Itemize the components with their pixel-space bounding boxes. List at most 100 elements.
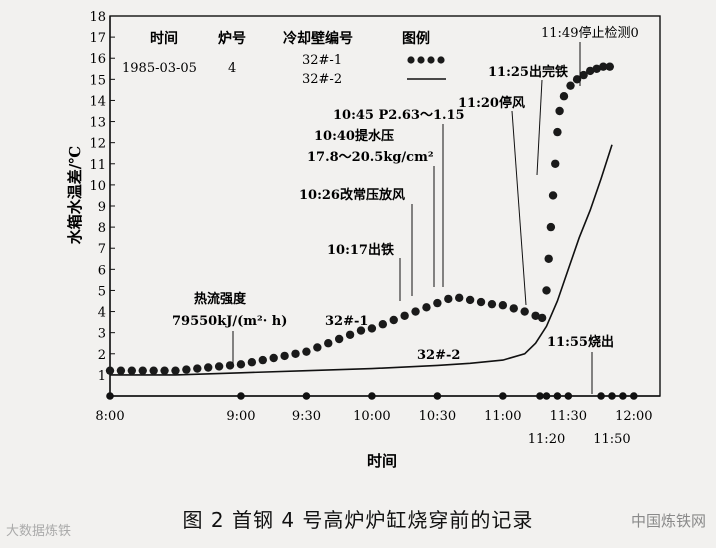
axis-marker [433, 392, 442, 400]
x-tick-label: 8:00 [95, 409, 124, 424]
x-tick-label: 10:30 [419, 409, 456, 424]
data-point [291, 349, 300, 358]
data-point [367, 324, 377, 333]
data-point [411, 307, 420, 316]
axis-marker [608, 392, 616, 400]
annotation-heat-flux-label: 热流强度 [194, 291, 247, 307]
data-point [531, 311, 540, 320]
table-stave-2: 32#-2 [302, 72, 342, 87]
data-point [542, 286, 551, 295]
data-point [579, 70, 588, 80]
annotation-series1-label: 32#-1 [325, 314, 368, 329]
annotation-raise-water-pressure: 10:40提水压 [314, 128, 394, 144]
data-point [566, 81, 575, 90]
data-point [548, 191, 558, 200]
table-header-furnace: 炉号 [218, 30, 246, 47]
axis-marker [553, 392, 562, 400]
data-point [345, 330, 355, 339]
data-point [334, 334, 344, 344]
data-point [313, 343, 322, 352]
data-point [498, 301, 508, 310]
axis-marker [237, 392, 245, 400]
annotation-pressure-range: 10:45 P2.63～1.15 [333, 108, 465, 123]
y-tick-label: 8 [98, 221, 106, 236]
data-point [544, 254, 553, 263]
axis-marker [564, 392, 573, 400]
data-point [553, 127, 562, 137]
data-point [225, 361, 235, 370]
data-point [171, 366, 180, 375]
data-point [258, 355, 267, 365]
table-date: 1985-03-05 [122, 61, 197, 76]
series-line-32-2 [110, 144, 613, 376]
data-point [433, 298, 442, 308]
data-point [247, 358, 257, 367]
y-tick-label: 14 [89, 94, 106, 109]
data-point [138, 366, 147, 375]
y-tick-label: 15 [89, 73, 106, 88]
axis-marker [499, 392, 507, 400]
annotation-tapping: 10:17出铁 [327, 242, 394, 258]
y-tick-label: 12 [89, 137, 106, 152]
data-point [302, 347, 311, 356]
data-point [160, 366, 169, 375]
axis-marker [619, 392, 627, 400]
data-point [204, 363, 213, 372]
annotation-series2-label: 32#-2 [417, 348, 460, 363]
data-point [546, 222, 556, 232]
data-point [599, 62, 608, 71]
data-point [520, 307, 529, 316]
legend-dots [407, 56, 445, 64]
annotation-water-pressure-range: 17.8～20.5kg/cm² [307, 150, 434, 165]
annotation-normal-pressure: 10:26改常压放风 [299, 187, 405, 203]
data-point [555, 106, 564, 116]
data-point [378, 320, 388, 329]
data-point [537, 313, 547, 323]
data-point [592, 64, 601, 73]
data-point [465, 295, 475, 305]
data-point [487, 299, 497, 309]
table-header-time: 时间 [150, 30, 178, 47]
y-tick-label: 1 [98, 369, 106, 384]
x-tick-label: 11:20 [528, 432, 565, 447]
y-tick-label: 10 [89, 179, 106, 194]
y-tick-label: 7 [98, 242, 106, 257]
x-tick-label: 12:00 [615, 409, 652, 424]
axis-marker [368, 392, 376, 400]
data-point [236, 360, 246, 369]
y-tick-label: 16 [89, 52, 106, 67]
y-tick-label: 11 [89, 158, 106, 173]
data-point [551, 159, 560, 168]
data-point [559, 92, 569, 101]
y-tick-label: 3 [98, 327, 106, 342]
data-point [116, 366, 126, 375]
data-point [605, 62, 615, 71]
y-tick-label: 2 [98, 348, 106, 363]
data-point [422, 303, 431, 312]
data-point [149, 366, 158, 375]
y-axis-label: 水箱水温差/℃ [66, 146, 84, 244]
data-point [214, 362, 224, 371]
annotation-burnthrough: 11:55烧出 [547, 334, 614, 350]
y-tick-label: 5 [98, 284, 106, 299]
data-point [324, 339, 333, 348]
y-tick-label: 6 [98, 263, 106, 278]
axis-marker [302, 392, 311, 400]
watermark-right: 中国炼铁网 [630, 512, 706, 530]
data-point [585, 66, 595, 76]
y-tick-label: 9 [98, 200, 106, 215]
data-point [444, 294, 453, 304]
axis-marker [536, 392, 544, 400]
data-point [476, 297, 486, 307]
data-point [269, 353, 278, 363]
data-point [389, 315, 398, 325]
x-tick-label: 11:50 [593, 432, 630, 447]
x-axis-label: 时间 [367, 452, 397, 470]
y-tick-label: 17 [89, 31, 106, 46]
data-point [193, 364, 202, 373]
annotation-stop-monitoring: 11:49停止检测0 [541, 25, 639, 41]
x-tick-label: 10:00 [353, 409, 390, 424]
axis-marker [106, 392, 114, 400]
data-point [572, 75, 582, 84]
